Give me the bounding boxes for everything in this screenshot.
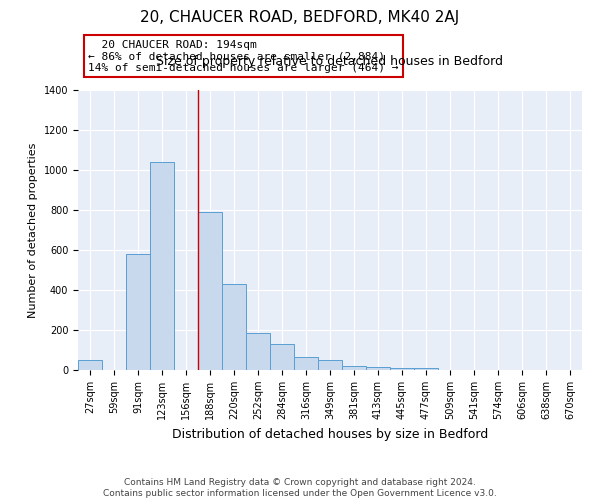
Y-axis label: Number of detached properties: Number of detached properties [28, 142, 38, 318]
Text: 20, CHAUCER ROAD, BEDFORD, MK40 2AJ: 20, CHAUCER ROAD, BEDFORD, MK40 2AJ [140, 10, 460, 25]
Bar [150, 162, 174, 370]
Bar [366, 367, 390, 370]
Bar [198, 212, 222, 370]
Bar [222, 284, 246, 370]
X-axis label: Distribution of detached houses by size in Bedford: Distribution of detached houses by size … [172, 428, 488, 440]
Bar [126, 254, 150, 370]
Bar [246, 333, 270, 370]
Bar [318, 360, 342, 370]
Bar [414, 368, 438, 370]
Text: Contains HM Land Registry data © Crown copyright and database right 2024.
Contai: Contains HM Land Registry data © Crown c… [103, 478, 497, 498]
Bar [390, 368, 414, 370]
Bar [78, 360, 102, 370]
Title: Size of property relative to detached houses in Bedford: Size of property relative to detached ho… [157, 55, 503, 68]
Bar [270, 344, 294, 370]
Text: 20 CHAUCER ROAD: 194sqm
← 86% of detached houses are smaller (2,884)
14% of semi: 20 CHAUCER ROAD: 194sqm ← 86% of detache… [88, 40, 398, 73]
Bar [294, 357, 318, 370]
Bar [342, 366, 366, 370]
